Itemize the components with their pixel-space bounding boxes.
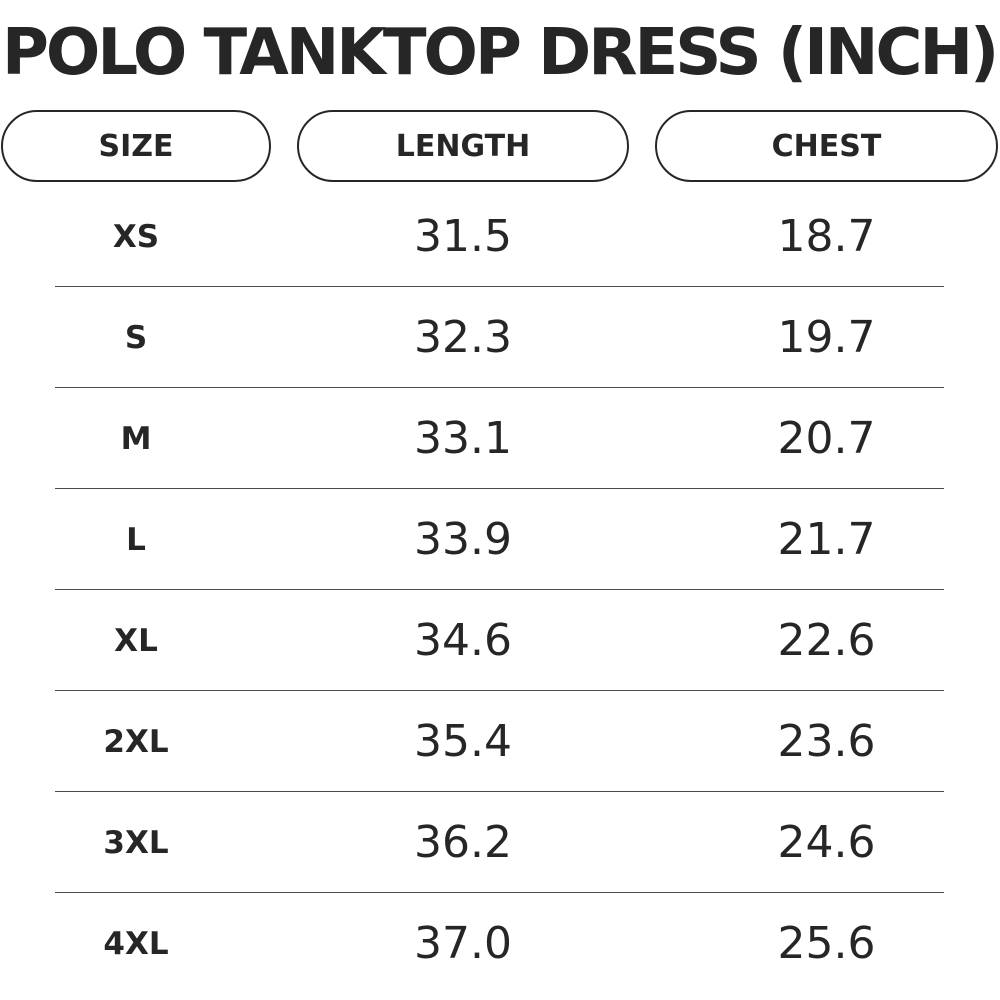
size-cell: M (120, 420, 152, 457)
chest-cell: 22.6 (777, 615, 876, 666)
length-cell: 33.9 (414, 514, 512, 565)
row-divider (55, 892, 944, 893)
length-cell: 37.0 (414, 918, 512, 969)
size-cell: XS (112, 218, 160, 255)
length-cell: 36.2 (414, 817, 512, 868)
table-row: 2XL 35.4 23.6 (0, 691, 1000, 792)
header-chest: CHEST (655, 110, 998, 182)
size-table-body: XS 31.5 18.7 S 32.3 19.7 M 33.1 20.7 L 3… (0, 186, 1000, 994)
chest-cell: 25.6 (777, 918, 876, 969)
table-row: XS 31.5 18.7 (0, 186, 1000, 287)
table-row: L 33.9 21.7 (0, 489, 1000, 590)
size-cell: L (126, 521, 146, 558)
table-row: 4XL 37.0 25.6 (0, 893, 1000, 994)
row-divider (55, 589, 944, 590)
chest-cell: 21.7 (777, 514, 876, 565)
row-divider (55, 488, 944, 489)
table-row: S 32.3 19.7 (0, 287, 1000, 388)
chest-cell: 23.6 (777, 716, 876, 767)
page-title: POLO TANKTOP DRESS (INCH) (2, 16, 999, 90)
length-cell: 34.6 (414, 615, 512, 666)
row-divider (55, 791, 944, 792)
size-cell: 2XL (103, 723, 169, 760)
size-cell: XL (114, 622, 158, 659)
chest-cell: 18.7 (777, 211, 876, 262)
length-cell: 33.1 (414, 413, 512, 464)
table-row: 3XL 36.2 24.6 (0, 792, 1000, 893)
header-size: SIZE (1, 110, 271, 182)
row-divider (55, 690, 944, 691)
header-length: LENGTH (297, 110, 629, 182)
chest-cell: 19.7 (777, 312, 876, 363)
table-row: XL 34.6 22.6 (0, 590, 1000, 691)
size-cell: 4XL (103, 925, 169, 962)
length-cell: 35.4 (414, 716, 512, 767)
table-row: M 33.1 20.7 (0, 388, 1000, 489)
length-cell: 32.3 (414, 312, 512, 363)
size-cell: 3XL (103, 824, 169, 861)
row-divider (55, 286, 944, 287)
size-cell: S (124, 319, 148, 356)
chest-cell: 20.7 (777, 413, 876, 464)
length-cell: 31.5 (414, 211, 512, 262)
row-divider (55, 387, 944, 388)
chest-cell: 24.6 (777, 817, 876, 868)
